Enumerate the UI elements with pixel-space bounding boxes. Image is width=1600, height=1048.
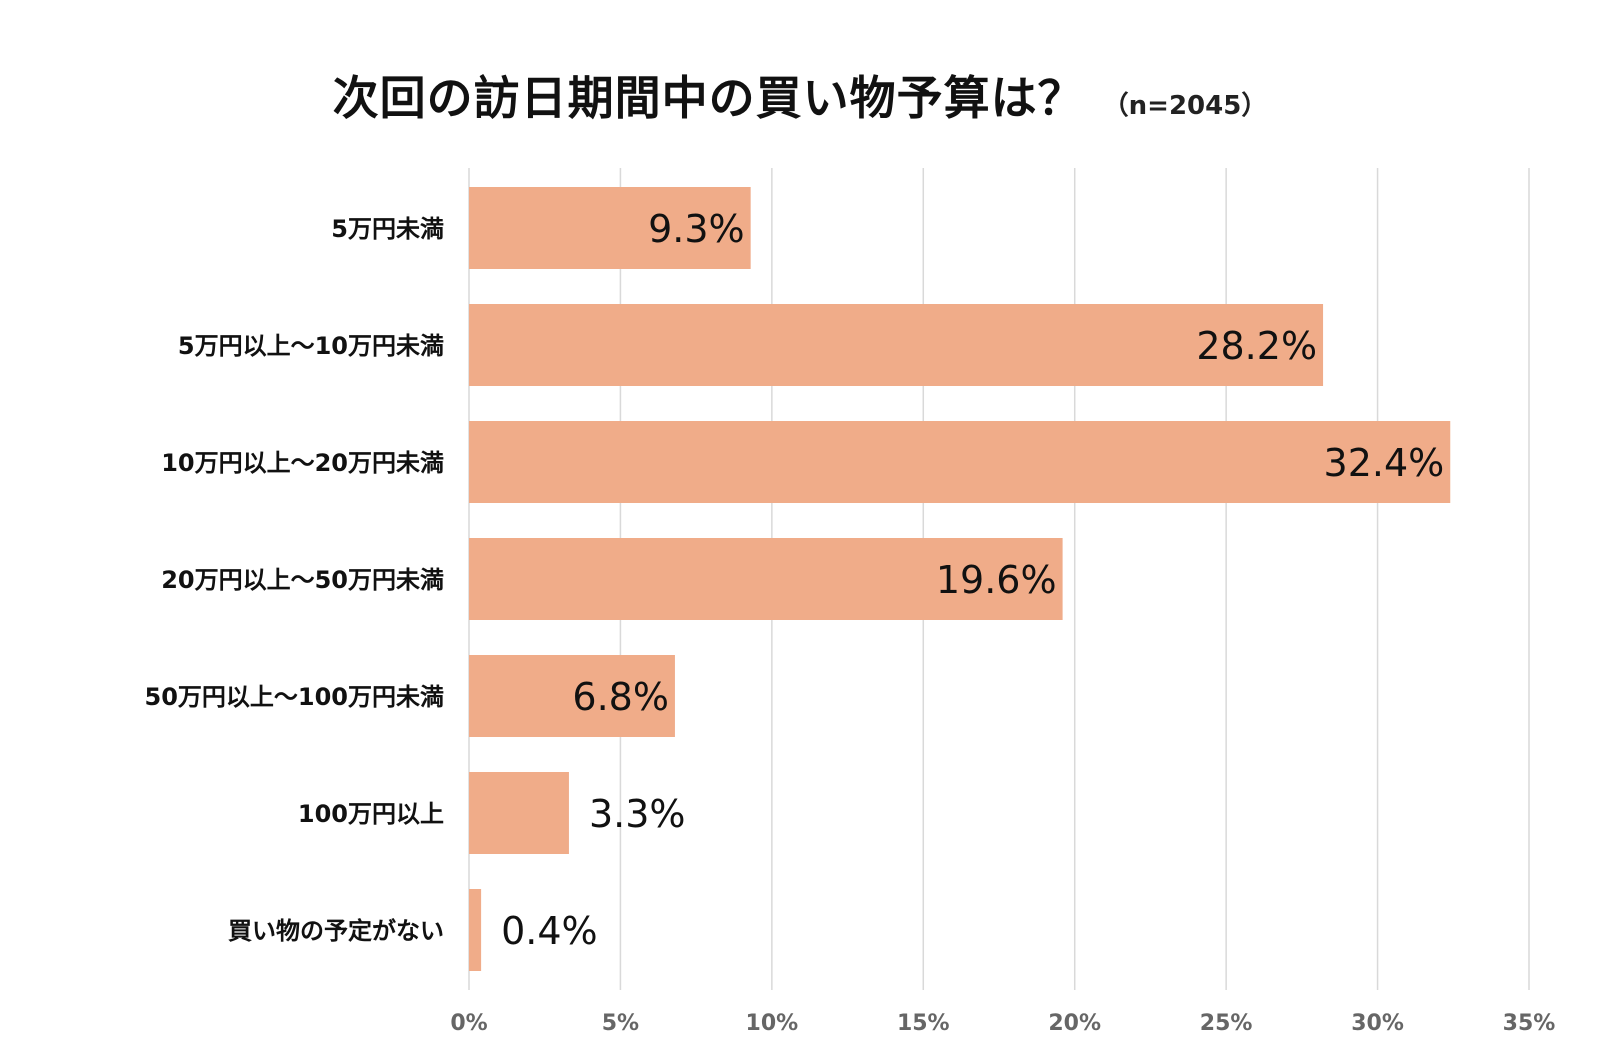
value-label-5: 6.8% <box>572 675 669 719</box>
value-label-2: 28.2% <box>1196 324 1317 368</box>
bars <box>469 187 1451 971</box>
bar-3 <box>469 421 1451 503</box>
bar-1 <box>469 187 751 269</box>
value-label-4: 19.6% <box>936 558 1057 602</box>
category-label-1: 5万円未満 <box>331 215 444 243</box>
chart-title-main: 次回の訪日期間中の買い物予算は？ <box>332 71 1085 125</box>
bar-6 <box>469 772 569 854</box>
x-tick-label-35: 35% <box>1503 1011 1556 1036</box>
sample-size-label: （n=2045） <box>1102 91 1268 121</box>
category-label-5: 50万円以上～100万円未満 <box>145 683 445 711</box>
value-labels: 9.3% 28.2% 32.4% 19.6% 6.8% 3.3% 0.4% <box>501 207 1444 953</box>
category-label-6: 100万円以上 <box>298 800 444 828</box>
bar-4 <box>469 538 1063 620</box>
category-label-3: 10万円以上～20万円未満 <box>161 449 444 477</box>
bar-5 <box>469 655 675 737</box>
value-label-1: 9.3% <box>648 207 745 251</box>
x-tick-label-0: 0% <box>450 1011 487 1036</box>
x-tick-label-15: 15% <box>897 1011 950 1036</box>
category-label-7: 買い物の予定がない <box>228 917 444 945</box>
chart-title: 次回の訪日期間中の買い物予算は？ （n=2045） <box>0 62 1600 128</box>
x-tick-label-5: 5% <box>602 1011 639 1036</box>
category-label-2: 5万円以上～10万円未満 <box>178 332 444 360</box>
x-tick-label-25: 25% <box>1200 1011 1253 1036</box>
category-labels: 5万円未満 5万円以上～10万円未満 10万円以上～20万円未満 20万円以上～50万… <box>145 215 445 945</box>
bar-7 <box>469 889 482 971</box>
bar-2 <box>469 304 1324 386</box>
x-tick-label-20: 20% <box>1048 1011 1101 1036</box>
x-tick-label-30: 30% <box>1351 1011 1404 1036</box>
x-axis-ticks: 0% 5% 10% 15% 20% 25% 30% 35% <box>450 1011 1555 1036</box>
value-label-6: 3.3% <box>589 792 686 836</box>
x-tick-label-10: 10% <box>746 1011 799 1036</box>
value-label-7: 0.4% <box>501 909 598 953</box>
category-label-4: 20万円以上～50万円未満 <box>161 566 444 594</box>
value-label-3: 32.4% <box>1324 441 1445 485</box>
